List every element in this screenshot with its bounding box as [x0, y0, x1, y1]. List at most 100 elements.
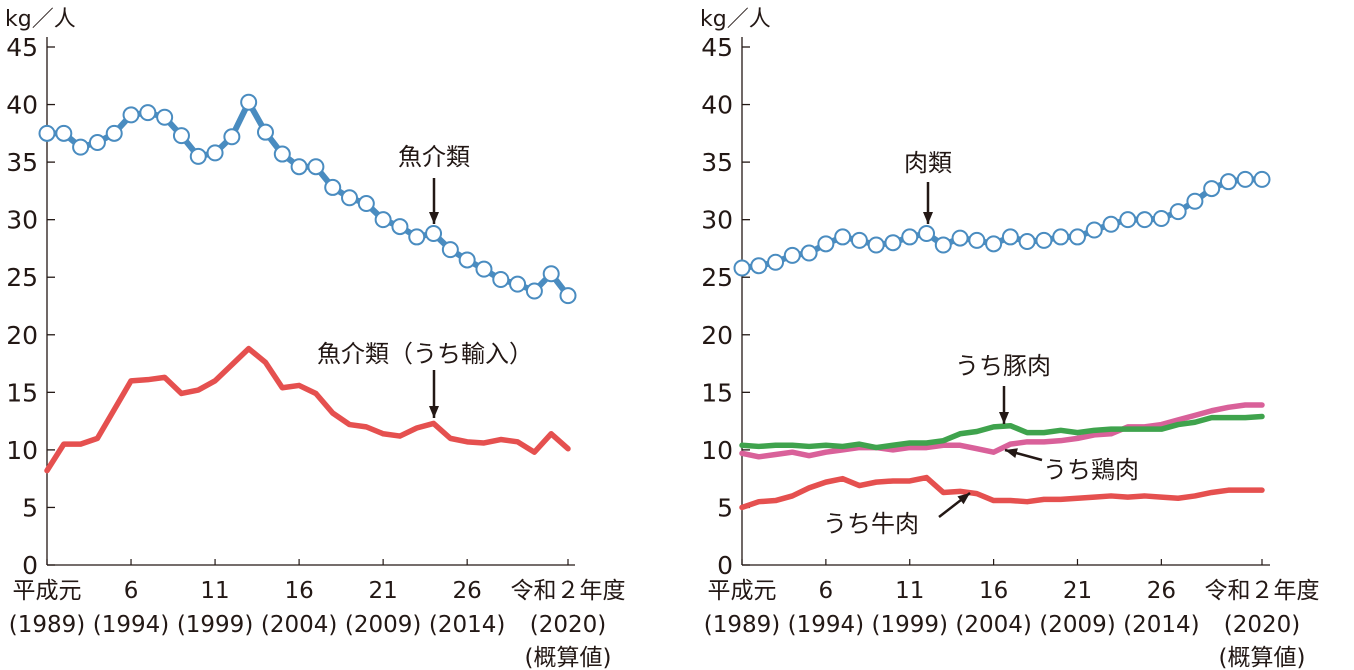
beef-arrow	[938, 492, 971, 518]
series-label-meat: 肉類	[904, 149, 952, 177]
data-point	[1035, 231, 1053, 249]
data-point	[951, 229, 969, 247]
data-point	[425, 224, 443, 242]
data-point	[733, 259, 751, 277]
data-point	[559, 287, 577, 305]
data-point	[1085, 221, 1103, 239]
x-tick-label-year: (1989)	[704, 612, 780, 638]
data-point	[290, 158, 308, 176]
x-tick-label-year: (2009)	[345, 612, 421, 638]
data-point	[408, 228, 426, 246]
series-line-1-3	[739, 474, 1265, 511]
data-point	[1186, 192, 1204, 210]
chart-panel-1	[38, 37, 577, 566]
chicken-arrow	[1004, 448, 1043, 462]
data-point	[1152, 210, 1170, 228]
arrow-head	[429, 212, 439, 224]
data-point	[1052, 228, 1070, 246]
x-tick-label-year: (2009)	[1039, 612, 1115, 638]
data-point	[1253, 170, 1271, 188]
data-point	[1219, 173, 1237, 191]
y-axis-unit: kg／人	[5, 7, 76, 32]
data-point	[867, 236, 885, 254]
data-point	[55, 124, 73, 142]
x-tick-label-year: (1994)	[788, 612, 864, 638]
x-tick-label-year: (1994)	[93, 612, 169, 638]
series-line-1-1	[739, 402, 1265, 460]
arrow-head	[923, 212, 933, 224]
data-point	[834, 228, 852, 246]
fish-arrow	[429, 178, 439, 224]
data-point	[783, 246, 801, 264]
data-point	[1018, 233, 1036, 251]
series-label-fish-import: 魚介類（うち輸入）	[317, 340, 533, 368]
chart-panel-2	[733, 37, 1271, 566]
data-point	[341, 189, 359, 207]
x-tick-label: 11	[200, 578, 229, 604]
x-tick-label: 令和２年度	[1205, 578, 1320, 604]
data-point	[391, 218, 409, 236]
data-point	[307, 158, 325, 176]
data-point	[357, 195, 375, 213]
series-line-1-0	[739, 176, 1265, 272]
y-tick-label: 40	[701, 91, 733, 120]
data-point	[1136, 211, 1154, 229]
x-tick-label: 令和２年度	[511, 578, 626, 604]
y-tick-label: 10	[701, 436, 733, 465]
meat-arrow	[923, 182, 933, 224]
series-line-0-1	[44, 345, 571, 474]
data-point	[273, 145, 291, 163]
x-tick-label: 26	[1147, 578, 1176, 604]
data-point	[850, 231, 868, 249]
y-tick-label: 45	[701, 33, 733, 62]
y-tick-label: 0	[717, 551, 733, 580]
data-point	[509, 275, 527, 293]
y-tick-label: 35	[701, 148, 733, 177]
data-point	[374, 211, 392, 229]
arrow-head	[429, 406, 439, 418]
data-point	[105, 124, 123, 142]
y-tick-label: 30	[6, 206, 38, 235]
data-point	[441, 241, 459, 259]
y-tick-label: 15	[6, 378, 38, 407]
x-tick-label: 平成元	[13, 578, 82, 604]
y-tick-label: 0	[22, 551, 38, 580]
x-tick-label-note: (概算値)	[525, 645, 612, 670]
data-point	[542, 265, 560, 283]
x-tick-label-year: (2014)	[1123, 612, 1199, 638]
x-tick-label: 21	[368, 578, 397, 604]
x-tick-label-year: (1999)	[871, 612, 947, 638]
data-point	[884, 234, 902, 252]
data-point	[172, 127, 190, 145]
data-point	[918, 224, 936, 242]
y-tick-label: 35	[6, 148, 38, 177]
x-tick-label: 6	[819, 578, 834, 604]
data-point	[240, 93, 258, 111]
series-label-pork: うち豚肉	[955, 352, 1051, 380]
data-point	[817, 235, 835, 253]
series-label-fish: 魚介類	[398, 143, 470, 171]
data-point	[492, 271, 510, 289]
data-point	[189, 147, 207, 165]
data-point	[901, 228, 919, 246]
series-line-1-2	[739, 413, 1265, 451]
data-point	[1119, 211, 1137, 229]
data-point	[985, 235, 1003, 253]
data-point	[223, 128, 241, 146]
data-point	[122, 106, 140, 124]
y-tick-label: 5	[717, 493, 733, 522]
x-tick-label: 11	[895, 578, 924, 604]
y-tick-label: 20	[701, 321, 733, 350]
x-tick-label: 16	[979, 578, 1008, 604]
y-tick-label: 25	[6, 263, 38, 292]
data-point	[324, 178, 342, 196]
x-tick-label-year: (2004)	[955, 612, 1031, 638]
data-point	[139, 104, 157, 122]
y-tick-label: 30	[701, 206, 733, 235]
y-tick-label: 20	[6, 321, 38, 350]
data-point	[156, 108, 174, 126]
arrow-head	[1005, 448, 1018, 458]
data-point	[1102, 215, 1120, 233]
data-point	[1203, 180, 1221, 198]
data-point	[1068, 228, 1086, 246]
